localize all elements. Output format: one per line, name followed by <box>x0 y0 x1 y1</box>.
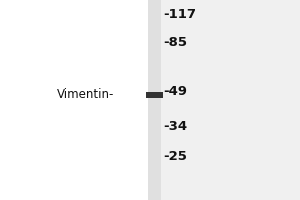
Text: -85: -85 <box>164 36 188 49</box>
Bar <box>148 0 161 200</box>
Text: -49: -49 <box>164 85 188 98</box>
Text: -25: -25 <box>164 150 188 162</box>
Bar <box>146 92 163 98</box>
Text: Vimentin-: Vimentin- <box>57 88 114 102</box>
Bar <box>0 0 160 200</box>
Text: -34: -34 <box>164 120 188 134</box>
Text: -117: -117 <box>164 8 196 21</box>
